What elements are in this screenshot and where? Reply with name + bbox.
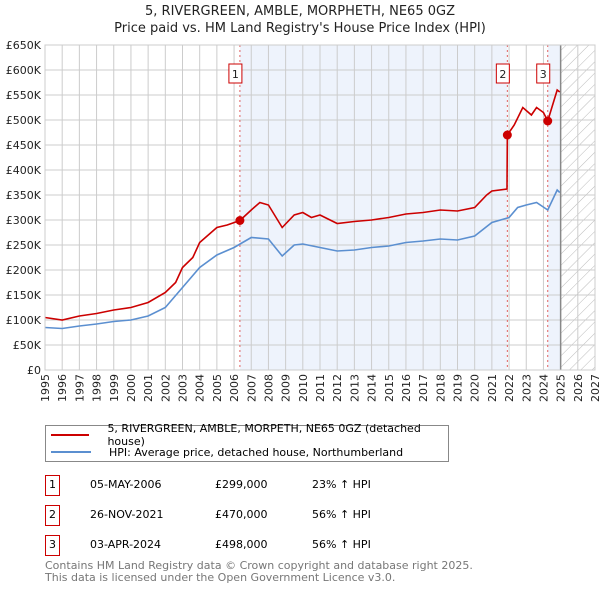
x-tick-label: 2003 (177, 374, 190, 402)
x-tick-label: 2019 (452, 374, 465, 402)
price-chart: 1995 1996 1997 1998 1999 2000 2001 2002 2003 2004… (6, 39, 600, 402)
y-tick-label: £100K (6, 314, 42, 327)
x-tick-label: 1999 (108, 374, 121, 402)
sale-hpi-diff: 56% ↑ HPI (312, 538, 371, 551)
plot-border (44, 44, 596, 371)
x-tick-label: 2004 (194, 374, 207, 402)
x-tick-label: 2026 (572, 374, 585, 402)
sale-marker-box (536, 63, 551, 84)
x-tick-label: 2022 (503, 374, 516, 402)
x-tick-label: 1998 (91, 374, 104, 402)
sale-marker-label: 3 (45, 535, 60, 556)
y-tick-label: £450K (6, 139, 42, 152)
x-tick-label: 2002 (159, 374, 172, 402)
sale-marker-number: 1 (232, 68, 239, 81)
x-tick-label: 2016 (400, 374, 413, 402)
sale-hpi-diff: 56% ↑ HPI (312, 508, 371, 521)
property-price-line (44, 88, 561, 321)
x-tick-label: 1995 (39, 374, 52, 402)
sale-marker-label: 2 (45, 505, 60, 526)
x-tick-label: 2008 (262, 374, 275, 402)
footer: Contains HM Land Registry data © Crown c… (45, 560, 473, 584)
x-tick-label: 2015 (383, 374, 396, 402)
x-tick-label: 2006 (228, 374, 241, 402)
x-tick-label: 2005 (211, 374, 224, 402)
sale-point (235, 216, 245, 225)
x-tick-label: 2025 (555, 374, 568, 402)
x-tick-label: 2023 (520, 374, 533, 402)
x-tick-label: 2001 (142, 374, 155, 402)
y-tick-label: £650K (6, 39, 42, 52)
x-tick-label: 2011 (314, 374, 327, 402)
x-tick-label: 2009 (280, 374, 293, 402)
sale-price: £299,000 (215, 478, 268, 491)
sale-point (543, 116, 553, 126)
sale-date: 03-APR-2024 (90, 538, 162, 551)
legend-label-property: 5, RIVERGREEN, AMBLE, MORPETH, NE65 0GZ … (107, 422, 421, 448)
sale-date: 05-MAY-2006 (90, 478, 162, 491)
sale-marker-number: 3 (540, 68, 547, 81)
legend: 5, RIVERGREEN, AMBLE, MORPETH, NE65 0GZ … (45, 422, 449, 462)
y-tick-label: £0 (27, 364, 41, 377)
x-tick-label: 2021 (486, 374, 499, 402)
sale-point (502, 130, 512, 140)
x-tick-label: 2024 (537, 374, 550, 402)
y-tick-label: £250K (6, 239, 42, 252)
footer-line2: This data is licensed under the Open Gov… (45, 571, 396, 584)
y-tick-label: £300K (6, 214, 42, 227)
footer-line1: Contains HM Land Registry data © Crown c… (45, 559, 473, 572)
sale-marker-box (228, 63, 243, 84)
x-tick-label: 2013 (348, 374, 361, 402)
x-tick-label: 1996 (56, 374, 69, 402)
chart-title: 5, RIVERGREEN, AMBLE, MORPHETH, NE65 0GZ (145, 4, 455, 19)
x-tick-label: 2027 (589, 374, 600, 402)
sale-price: £470,000 (215, 508, 268, 521)
x-tick-label: 2017 (417, 374, 430, 402)
x-tick-label: 1997 (73, 374, 86, 402)
y-tick-label: £400K (6, 164, 42, 177)
y-tick-label: £600K (6, 64, 42, 77)
x-tick-label: 2018 (434, 374, 447, 402)
x-tick-label: 2000 (125, 374, 138, 402)
x-tick-label: 2014 (366, 374, 379, 402)
y-tick-label: £500K (6, 114, 42, 127)
ownership-shade-1 (239, 45, 508, 370)
y-tick-label: £350K (6, 189, 42, 202)
x-tick-label: 2012 (331, 374, 344, 402)
sale-date: 26-NOV-2021 (90, 508, 164, 521)
y-tick-label: £150K (6, 289, 42, 302)
sale-price: £498,000 (215, 538, 268, 551)
chart-subtitle: Price paid vs. HM Land Registry's House … (114, 21, 486, 36)
sale-hpi-diff: 23% ↑ HPI (312, 478, 371, 491)
y-tick-label: £550K (6, 89, 42, 102)
y-tick-label: £50K (13, 339, 42, 352)
legend-blue-line (51, 451, 91, 453)
sale-marker-number: 2 (499, 68, 506, 81)
sale-marker-label: 1 (45, 475, 60, 496)
ownership-shade-2 (547, 45, 561, 370)
legend-red-line (51, 434, 90, 436)
y-tick-label: £200K (6, 264, 42, 277)
x-tick-label: 2010 (297, 374, 310, 402)
x-tick-label: 2007 (245, 374, 258, 402)
hpi-line (44, 188, 561, 330)
sale-marker-box (495, 63, 510, 84)
legend-label-hpi: HPI: Average price, detached house, Nort… (109, 445, 404, 459)
x-tick-label: 2020 (469, 374, 482, 402)
